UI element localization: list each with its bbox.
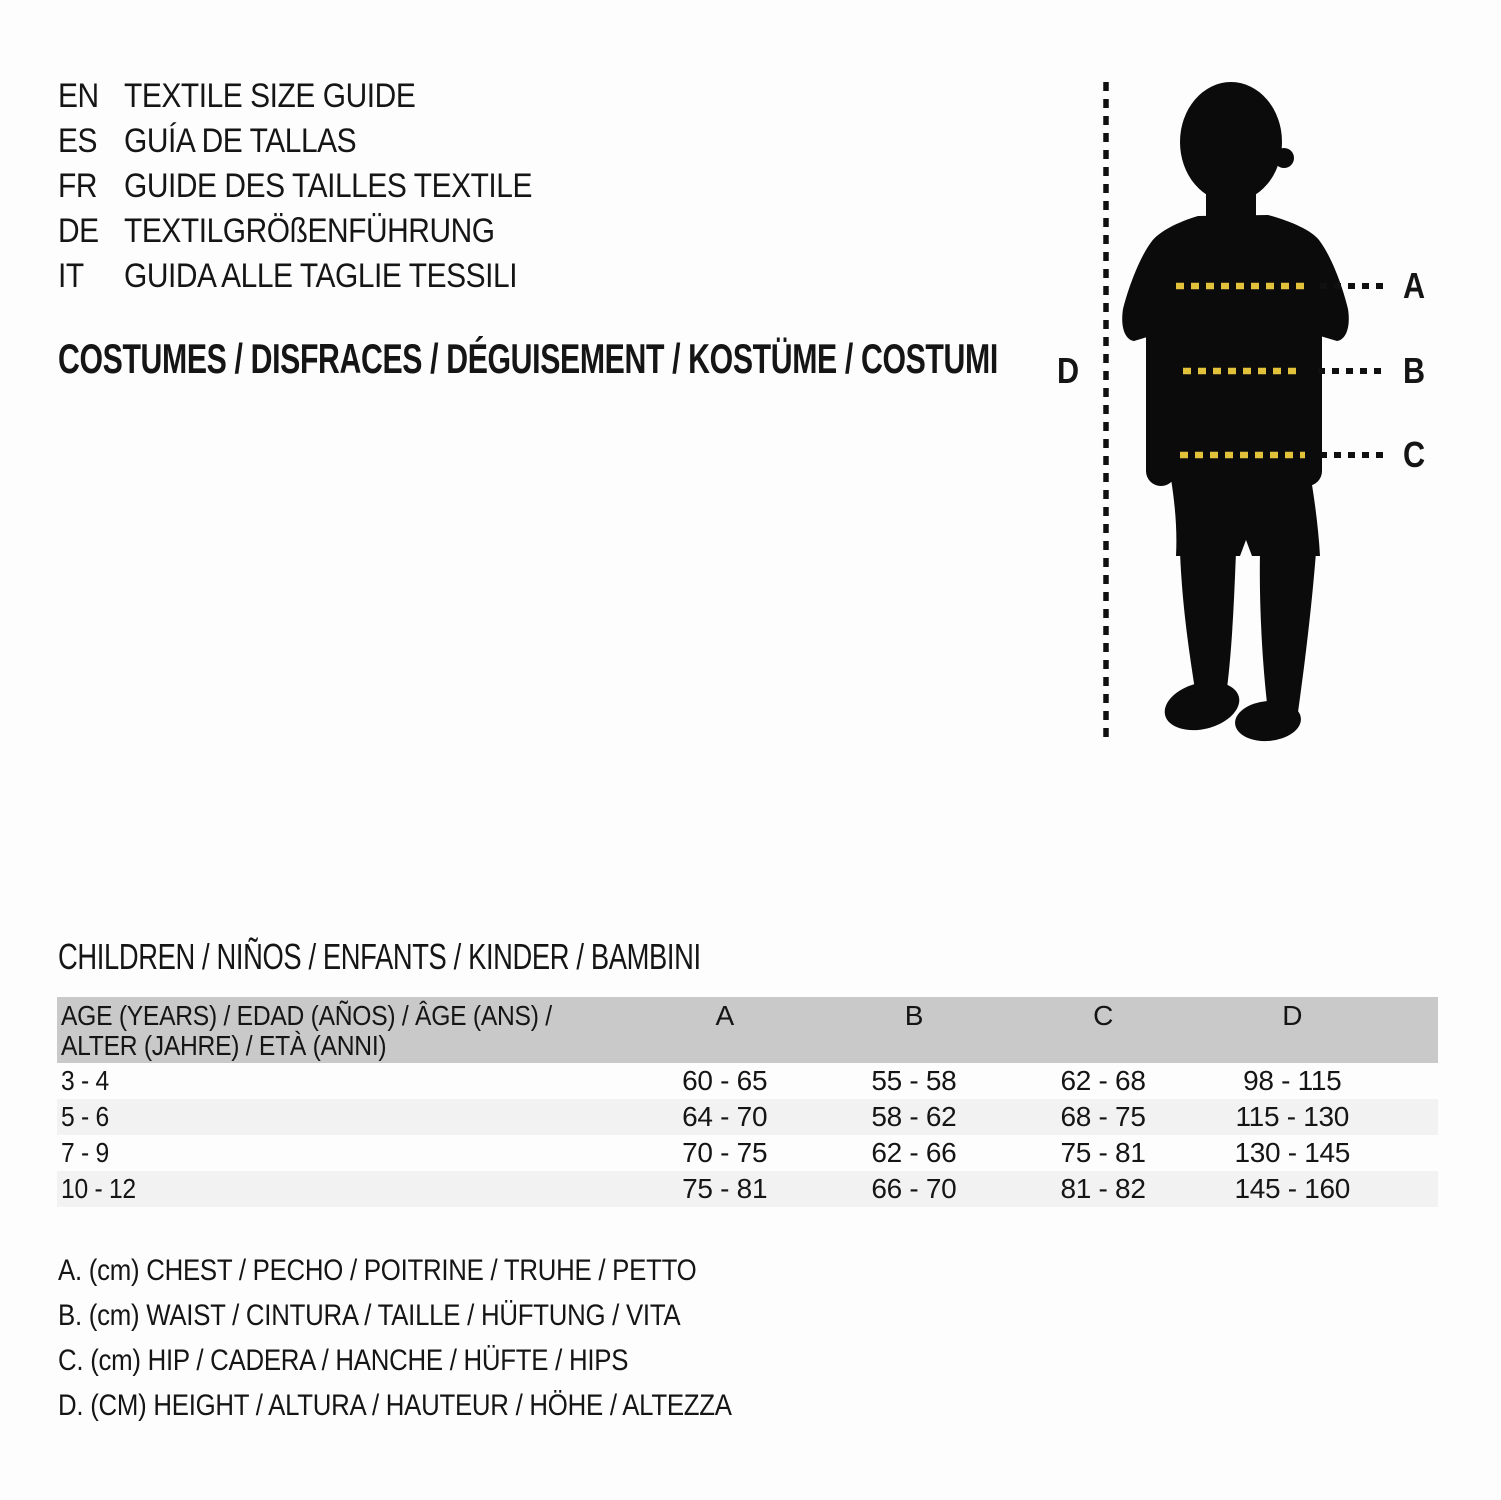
chest-cell: 60 - 65 xyxy=(682,1065,768,1096)
column-header-c: C xyxy=(1093,1000,1114,1031)
language-title: TEXTILGRÖßENFÜHRUNG xyxy=(124,212,495,250)
chest-cell: 75 - 81 xyxy=(682,1173,768,1204)
legend-hip: C. (cm) HIP / CADERA / HANCHE / HÜFTE / … xyxy=(58,1344,629,1377)
waist-cell: 62 - 66 xyxy=(871,1137,957,1168)
table-section-title: CHILDREN / NIÑOS / ENFANTS / KINDER / BA… xyxy=(58,936,701,977)
legend-waist: B. (cm) WAIST / CINTURA / TAILLE / HÜFTU… xyxy=(58,1299,681,1332)
waist-cell: 58 - 62 xyxy=(871,1101,957,1132)
child-silhouette-figure xyxy=(1103,82,1388,744)
language-title: TEXTILE SIZE GUIDE xyxy=(124,77,416,115)
height-cell: 145 - 160 xyxy=(1234,1173,1351,1204)
age-cell: 7 - 9 xyxy=(61,1137,109,1168)
height-cell: 98 - 115 xyxy=(1243,1065,1342,1096)
language-row: ES GUÍA DE TALLAS xyxy=(58,119,532,164)
measure-label-waist: B xyxy=(1403,350,1426,391)
table-row: 10 - 12 75 - 81 66 - 70 81 - 82 145 - 16… xyxy=(57,1171,1438,1207)
language-title: GUIDA ALLE TAGLIE TESSILI xyxy=(124,257,518,295)
language-code: EN xyxy=(58,77,99,115)
waist-cell: 66 - 70 xyxy=(871,1173,957,1204)
waist-cell: 55 - 58 xyxy=(871,1065,957,1096)
age-cell: 3 - 4 xyxy=(61,1065,109,1096)
age-cell: 5 - 6 xyxy=(61,1101,109,1132)
hip-cell: 75 - 81 xyxy=(1060,1137,1146,1168)
height-cell: 115 - 130 xyxy=(1235,1101,1350,1132)
measure-label-height: D xyxy=(1057,350,1080,391)
height-cell: 130 - 145 xyxy=(1234,1137,1351,1168)
column-header-a: A xyxy=(715,1000,735,1031)
category-heading: COSTUMES / DISFRACES / DÉGUISEMENT / KOS… xyxy=(58,335,998,382)
hip-cell: 62 - 68 xyxy=(1060,1065,1146,1096)
age-cell: 10 - 12 xyxy=(61,1173,136,1204)
language-title: GUIDE DES TAILLES TEXTILE xyxy=(124,167,533,205)
child-silhouette xyxy=(1122,82,1349,742)
chest-cell: 64 - 70 xyxy=(682,1101,768,1132)
language-row: FR GUIDE DES TAILLES TEXTILE xyxy=(58,164,532,209)
legend-chest: A. (cm) CHEST / PECHO / POITRINE / TRUHE… xyxy=(58,1254,697,1287)
language-code: IT xyxy=(58,257,84,295)
language-row: DE TEXTILGRÖßENFÜHRUNG xyxy=(58,209,532,254)
table-row: 3 - 4 60 - 65 55 - 58 62 - 68 98 - 115 xyxy=(57,1063,1438,1099)
age-header-cell: AGE (YEARS) / EDAD (AÑOS) / ÂGE (ANS) / … xyxy=(61,1000,552,1061)
language-title-list: EN TEXTILE SIZE GUIDE ES GUÍA DE TALLAS … xyxy=(58,74,597,299)
table-row: 7 - 9 70 - 75 62 - 66 75 - 81 130 - 145 xyxy=(57,1135,1438,1171)
hip-cell: 68 - 75 xyxy=(1060,1101,1146,1132)
column-header-b: B xyxy=(904,1000,924,1031)
language-title: GUÍA DE TALLAS xyxy=(124,122,357,160)
table-row: 5 - 6 64 - 70 58 - 62 68 - 75 115 - 130 xyxy=(57,1099,1438,1135)
language-row: IT GUIDA ALLE TAGLIE TESSILI xyxy=(58,254,532,299)
size-table: AGE (YEARS) / EDAD (AÑOS) / ÂGE (ANS) / … xyxy=(57,997,1438,1207)
language-row: EN TEXTILE SIZE GUIDE xyxy=(58,74,532,119)
chest-cell: 70 - 75 xyxy=(682,1137,768,1168)
measure-label-chest: A xyxy=(1403,265,1426,306)
hip-cell: 81 - 82 xyxy=(1060,1173,1146,1204)
column-header-d: D xyxy=(1282,1000,1303,1031)
language-code: ES xyxy=(58,122,98,160)
legend-height: D. (CM) HEIGHT / ALTURA / HAUTEUR / HÖHE… xyxy=(58,1389,732,1422)
measure-legend: A. (cm) CHEST / PECHO / POITRINE / TRUHE… xyxy=(58,1248,841,1428)
language-code: FR xyxy=(58,167,98,205)
measure-label-hip: C xyxy=(1403,434,1426,475)
table-header-row: AGE (YEARS) / EDAD (AÑOS) / ÂGE (ANS) / … xyxy=(57,997,1438,1063)
language-code: DE xyxy=(58,212,99,250)
